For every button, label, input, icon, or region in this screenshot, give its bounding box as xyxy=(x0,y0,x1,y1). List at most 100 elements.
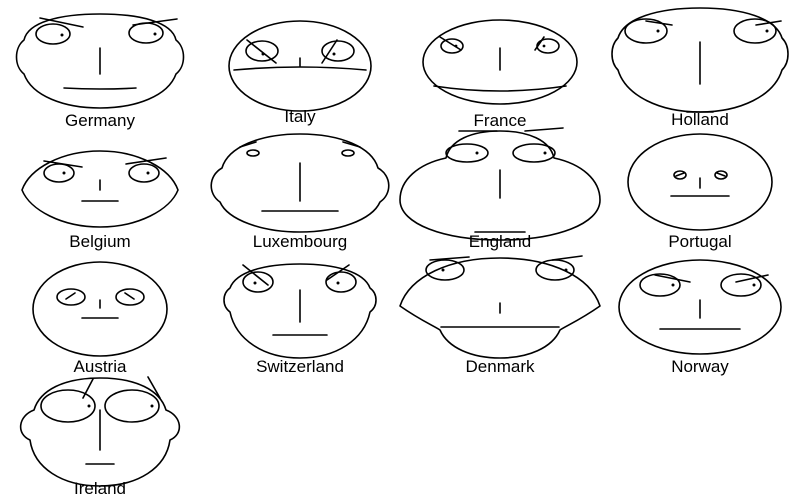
left-eye xyxy=(43,163,75,183)
right-pupil xyxy=(336,281,340,285)
right-pupil xyxy=(124,292,135,300)
right-brow xyxy=(147,376,161,399)
left-eye xyxy=(425,259,465,281)
left-brow xyxy=(645,20,673,26)
left-eye xyxy=(673,170,687,180)
mouth xyxy=(63,87,137,90)
right-brow xyxy=(342,141,361,148)
right-eye xyxy=(321,40,355,62)
right-pupil xyxy=(542,44,546,48)
face-label: Germany xyxy=(65,111,135,130)
face-label: Italy xyxy=(284,107,316,126)
face-switzerland: Switzerland xyxy=(223,263,377,376)
left-pupil xyxy=(671,283,675,287)
left-brow xyxy=(43,160,83,168)
left-eye xyxy=(35,23,71,45)
right-eye xyxy=(512,143,556,163)
right-brow xyxy=(524,127,564,132)
left-eye xyxy=(639,273,681,297)
right-pupil xyxy=(765,29,769,33)
face-label: England xyxy=(469,232,531,251)
face-italy: Italy xyxy=(228,20,372,126)
face-label: Austria xyxy=(74,357,127,376)
left-pupil xyxy=(475,151,479,155)
left-brow xyxy=(439,36,462,51)
face-outline xyxy=(399,257,601,359)
right-eye xyxy=(104,389,160,423)
face-ireland: Ireland xyxy=(19,376,181,494)
right-brow xyxy=(326,264,350,281)
face-outline xyxy=(422,19,578,105)
right-eye xyxy=(535,259,575,281)
face-outline xyxy=(618,259,782,355)
left-brow xyxy=(429,256,470,261)
left-pupil xyxy=(60,33,64,37)
face-label: Ireland xyxy=(74,479,126,494)
right-brow xyxy=(534,36,545,51)
left-brow xyxy=(239,141,257,148)
right-pupil xyxy=(332,52,336,56)
left-eye xyxy=(445,143,489,163)
right-eye xyxy=(115,288,145,306)
mouth xyxy=(433,85,567,92)
face-label: Luxembourg xyxy=(253,232,348,251)
face-label: Holland xyxy=(671,110,729,129)
right-pupil xyxy=(150,404,154,408)
face-label: Switzerland xyxy=(256,357,344,376)
left-pupil xyxy=(253,281,257,285)
right-pupil xyxy=(752,283,756,287)
face-label: Belgium xyxy=(69,232,130,251)
face-austria: Austria xyxy=(32,261,168,376)
left-brow xyxy=(39,17,84,28)
face-outline xyxy=(627,133,773,231)
face-label: Norway xyxy=(671,357,729,376)
left-brow xyxy=(246,39,277,64)
left-brow xyxy=(82,378,94,399)
face-outline xyxy=(21,150,179,228)
face-label: France xyxy=(474,111,527,130)
right-pupil xyxy=(153,32,157,36)
right-eye xyxy=(714,170,728,180)
face-luxembourg: Luxembourg xyxy=(210,133,390,251)
right-eye xyxy=(733,18,777,44)
left-eye xyxy=(624,18,668,44)
face-outline xyxy=(228,20,372,112)
face-portugal: Portugal xyxy=(627,133,773,251)
right-eye xyxy=(341,149,355,157)
left-pupil xyxy=(675,172,685,177)
face-outline xyxy=(15,13,185,109)
right-pupil xyxy=(564,268,568,272)
right-brow xyxy=(755,20,782,26)
left-pupil xyxy=(87,404,91,408)
right-brow xyxy=(132,18,178,26)
right-pupil xyxy=(543,151,547,155)
left-pupil xyxy=(441,268,445,272)
left-eye xyxy=(56,288,86,306)
right-eye xyxy=(128,22,164,44)
left-eye xyxy=(245,40,279,62)
right-pupil xyxy=(146,171,150,175)
left-pupil xyxy=(65,292,76,300)
face-england: England xyxy=(399,127,601,251)
left-eye xyxy=(440,38,464,54)
left-pupil xyxy=(62,171,66,175)
face-denmark: Denmark xyxy=(399,255,601,376)
right-brow xyxy=(735,274,769,283)
left-brow xyxy=(654,274,691,283)
right-brow xyxy=(551,255,583,261)
face-outline xyxy=(399,130,601,241)
face-label: Denmark xyxy=(466,357,535,376)
face-france: France xyxy=(422,19,578,130)
left-eye xyxy=(246,149,260,157)
face-outline xyxy=(32,261,168,357)
face-germany: Germany xyxy=(15,13,185,130)
left-brow xyxy=(242,264,269,286)
right-eye xyxy=(325,271,357,293)
left-pupil xyxy=(656,29,660,33)
face-outline xyxy=(223,263,377,359)
face-holland: Holland xyxy=(611,7,789,129)
face-outline xyxy=(210,133,390,233)
right-pupil xyxy=(716,172,726,177)
left-eye xyxy=(242,271,274,293)
